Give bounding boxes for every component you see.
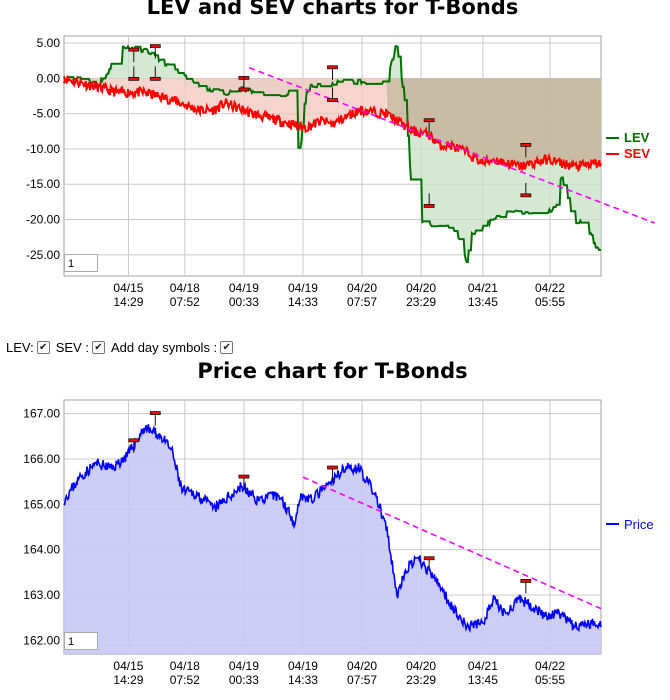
price-y-tick-label: 162.00 — [23, 633, 60, 647]
lev-checkbox[interactable]: ✔ — [36, 341, 50, 354]
price-zoom-input[interactable]: 1 — [64, 632, 98, 650]
legend-price-label: Price — [624, 517, 654, 532]
price-y-tick-label: 165.00 — [23, 497, 60, 511]
price-x-tick-time: 00:33 — [229, 673, 259, 687]
price-y-tick-label: 164.00 — [23, 543, 60, 557]
day-symbol-marker — [149, 411, 161, 416]
price-x-tick-date: 04/19 — [288, 659, 318, 673]
price-x-tick-date: 04/21 — [468, 659, 498, 673]
day-symbol-marker — [238, 474, 250, 479]
sev-checkbox[interactable]: ✔ — [91, 341, 105, 354]
price-y-tick-label: 166.00 — [23, 452, 60, 466]
day-symbol-marker — [520, 143, 532, 147]
price-x-tick-time: 23:29 — [406, 673, 436, 687]
lev-sev-title: LEV and SEV charts for T-Bonds — [147, 0, 519, 19]
lev-sev-x-tick-time: 05:55 — [535, 295, 565, 309]
price-y-tick-label: 167.00 — [23, 407, 60, 421]
lev-sev-x-tick-date: 04/21 — [468, 281, 498, 295]
price-trend-line — [302, 476, 602, 610]
lev-sev-chart: 5.00 0.00 -5.00 -10.00 -15.00 -20.00 -25.00 04/… — [26, 0, 655, 309]
day-symbols-toggle-label: Add day symbols : — [110, 340, 218, 355]
lev-toggle-label: LEV: — [6, 340, 34, 355]
legend-sev-label: SEV — [624, 146, 650, 161]
day-symbol-marker — [128, 47, 140, 52]
lev-sev-x-tick-time: 07:57 — [347, 295, 377, 309]
lev-sev-x-tick-date: 04/19 — [288, 281, 318, 295]
lev-sev-x-tick-date: 04/20 — [406, 281, 436, 295]
legend-lev-label: LEV — [624, 130, 650, 145]
day-symbol-marker — [327, 65, 338, 70]
price-x-tick-date: 04/20 — [347, 659, 377, 673]
day-symbol-marker — [149, 44, 161, 48]
day-symbol-marker — [520, 193, 532, 198]
day-symbol-marker — [128, 76, 140, 81]
lev-sev-x-tick-date: 04/19 — [229, 281, 259, 295]
day-symbol-marker — [423, 118, 435, 123]
price-x-tick-time: 14:29 — [113, 673, 143, 687]
day-symbol-marker — [149, 76, 161, 81]
lev-sev-y-tick-label: -10.00 — [26, 142, 60, 156]
day-symbol-marker — [327, 465, 338, 470]
price-x-tick-date: 04/22 — [535, 659, 565, 673]
day-symbol-marker — [238, 87, 250, 92]
lev-sev-trend-line — [248, 67, 655, 224]
price-x-tick-time: 05:55 — [535, 673, 565, 687]
price-x-tick-time: 07:57 — [347, 673, 377, 687]
lev-sev-x-tick-time: 07:52 — [170, 295, 200, 309]
lev-line — [63, 44, 601, 263]
lev-sev-x-tick-date: 04/20 — [347, 281, 377, 295]
day-symbol-marker — [128, 438, 140, 443]
lev-sev-y-tick-label: -15.00 — [26, 177, 60, 191]
price-x-tick-time: 07:52 — [170, 673, 200, 687]
price-area — [64, 424, 601, 654]
lev-sev-x-tick-date: 04/18 — [170, 281, 200, 295]
lev-sev-x-tick-time: 13:45 — [468, 295, 498, 309]
lev-sev-x-tick-date: 04/22 — [535, 281, 565, 295]
lev-sev-x-tick-time: 00:33 — [229, 295, 259, 309]
lev-sev-x-tick-time: 14:33 — [288, 295, 318, 309]
lev-sev-x-tick-time: 23:29 — [406, 295, 436, 309]
price-x-tick-date: 04/19 — [229, 659, 259, 673]
price-x-tick-date: 04/15 — [113, 659, 143, 673]
price-x-tick-date: 04/20 — [406, 659, 436, 673]
day-symbol-marker — [423, 556, 435, 561]
sev-toggle-label: SEV : — [55, 340, 89, 355]
day-symbol-marker — [423, 204, 435, 208]
price-x-tick-date: 04/18 — [170, 659, 200, 673]
lev-sev-x-tick-date: 04/15 — [113, 281, 143, 295]
lev-sev-y-tick-label: -25.00 — [26, 248, 60, 262]
price-title: Price chart for T-Bonds — [197, 359, 467, 383]
series-toggle-bar: LEV: ✔ SEV : ✔ Add day symbols : ✔ — [6, 340, 236, 355]
price-y-tick-label: 163.00 — [23, 588, 60, 602]
price-x-tick-time: 13:45 — [468, 673, 498, 687]
sev-line — [63, 75, 602, 173]
lev-sev-x-tick-time: 14:29 — [113, 295, 143, 309]
day-symbol-marker — [520, 579, 532, 583]
lev-sev-zoom-input[interactable]: 1 — [64, 254, 98, 272]
lev-sev-y-tick-label: 0.00 — [37, 71, 61, 85]
price-x-tick-time: 14:33 — [288, 673, 318, 687]
lev-sev-y-tick-label: -20.00 — [26, 213, 60, 227]
lev-sev-y-tick-label: 5.00 — [37, 36, 61, 50]
sev-area-late — [386, 78, 601, 171]
price-chart: 167.00 166.00 165.00 164.00 163.00 162.00 04/1… — [23, 359, 653, 687]
day-symbol-marker — [327, 98, 338, 102]
lev-sev-y-tick-label: -5.00 — [33, 107, 61, 121]
day-symbols-checkbox[interactable]: ✔ — [220, 341, 234, 354]
